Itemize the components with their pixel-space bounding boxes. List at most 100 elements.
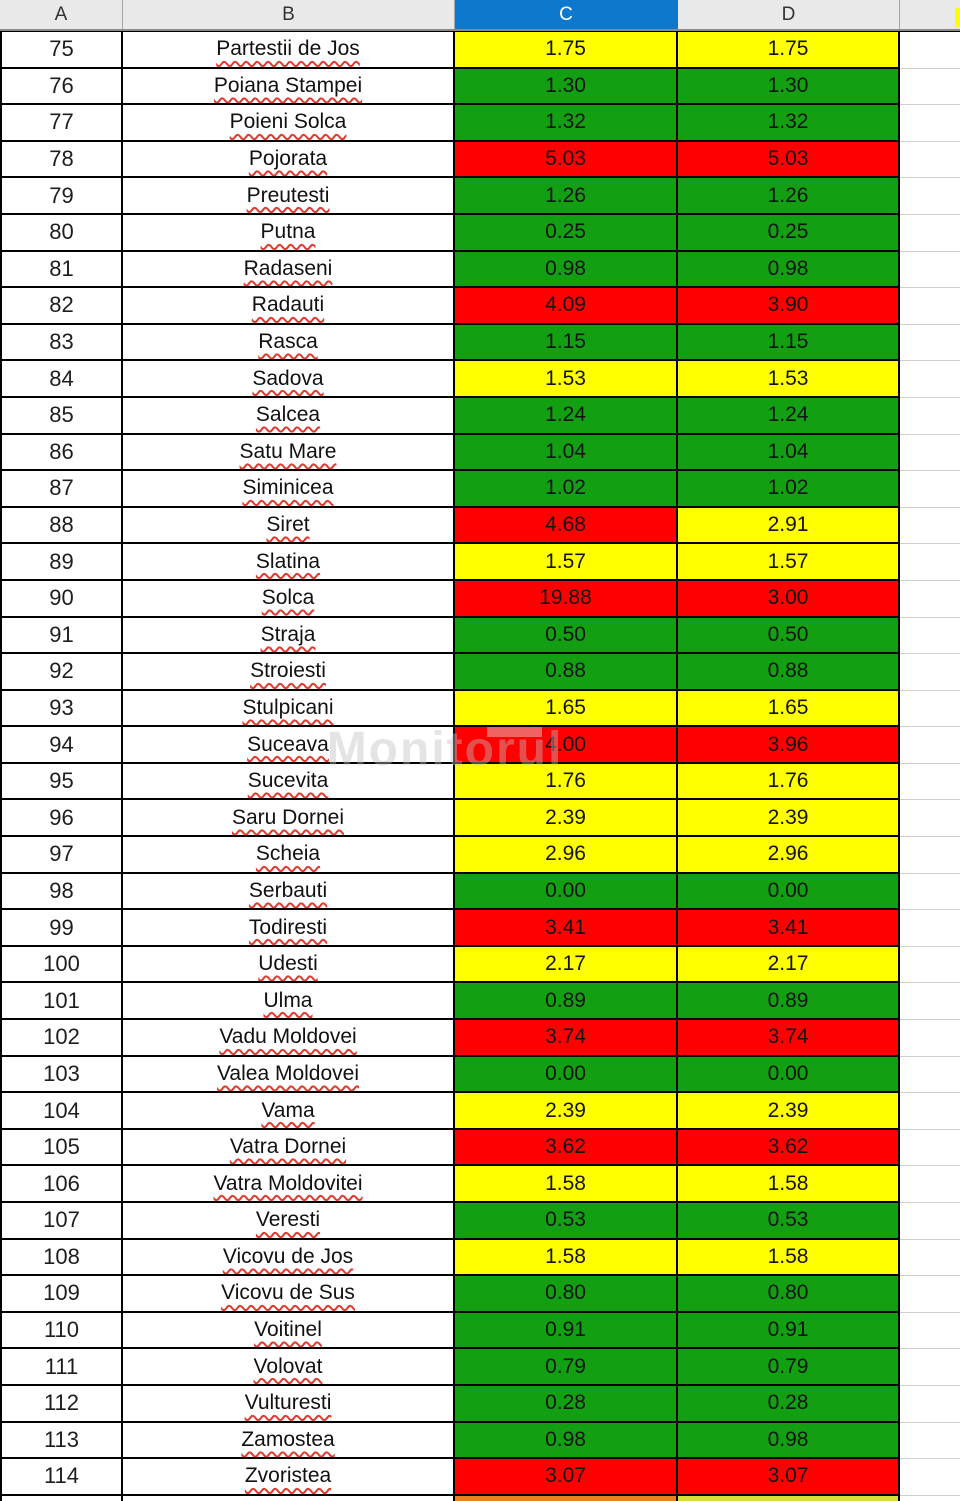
cell-value-c[interactable]: 4.68 [455, 507, 678, 545]
cell-locality-name[interactable]: Vatra Moldovitei [123, 1166, 455, 1203]
cell-value-d[interactable]: 0.79 [678, 1349, 900, 1386]
cell-value-d[interactable]: 1.57 [678, 544, 900, 581]
cell-value-d[interactable]: 1.65 [678, 690, 900, 728]
cell-value-d[interactable]: 3.90 [678, 288, 900, 325]
cell-value-c[interactable]: 0.80 [455, 1276, 678, 1313]
cell-value-c[interactable]: 3.41 [455, 910, 678, 947]
cell-empty-e[interactable] [900, 251, 960, 289]
cell-value-c[interactable]: 0.89 [455, 983, 678, 1021]
cell-row-number[interactable]: 114 [0, 1459, 123, 1496]
cell-value-d[interactable]: 0.28 [678, 1385, 900, 1423]
cell-locality-name[interactable]: Vatra Dornei [123, 1129, 455, 1167]
cell-value-d[interactable]: 1.30 [678, 68, 900, 106]
cell-value-c[interactable]: 4.09 [455, 288, 678, 325]
cell-value-c[interactable]: 1.04 [455, 434, 678, 472]
cell-empty-e[interactable] [900, 178, 960, 215]
cell-value-d[interactable]: 1.24 [678, 397, 900, 435]
cell-row-number[interactable]: 97 [0, 837, 123, 874]
cell-value-d[interactable]: 1.02 [678, 471, 900, 508]
cell-value-d[interactable]: 0.98 [678, 1422, 900, 1460]
cell-empty-e[interactable] [900, 1166, 960, 1203]
cell-row-number[interactable]: 91 [0, 617, 123, 655]
cell-value-d[interactable]: 0.98 [678, 251, 900, 289]
cell-row-number[interactable]: 77 [0, 105, 123, 142]
cell-row-number[interactable]: 106 [0, 1166, 123, 1203]
cell-empty-e[interactable] [900, 1129, 960, 1167]
cell-value-c[interactable]: 1.65 [455, 690, 678, 728]
cell-value-c[interactable]: 1.32 [455, 105, 678, 142]
cell-locality-name[interactable]: Rasca [123, 324, 455, 362]
cell-locality-name[interactable]: Radauti [123, 288, 455, 325]
cell-value-c[interactable]: 0.88 [455, 654, 678, 691]
cell-value-d[interactable]: 1.75 [678, 32, 900, 69]
cell-row-number[interactable]: 82 [0, 288, 123, 325]
cell-value-d[interactable]: 0.25 [678, 214, 900, 252]
cell-row-number[interactable]: 100 [0, 946, 123, 984]
cell-row-number[interactable]: 87 [0, 471, 123, 508]
cell-value-d[interactable]: 3.41 [678, 910, 900, 947]
cell-value-c[interactable]: 1.02 [455, 471, 678, 508]
column-header-d[interactable]: D [678, 0, 900, 29]
cell-row-number[interactable]: 95 [0, 763, 123, 801]
cell-empty-e[interactable] [900, 68, 960, 106]
cell-empty-e[interactable] [900, 946, 960, 984]
cell-locality-name[interactable]: Slatina [123, 544, 455, 581]
cell-empty-e[interactable] [900, 727, 960, 764]
cell-empty-e[interactable] [900, 288, 960, 325]
cell-value-d[interactable]: 3.74 [678, 1020, 900, 1057]
cell-value-d[interactable]: 0.00 [678, 873, 900, 911]
cell-value-d[interactable]: 3.62 [678, 1129, 900, 1167]
column-header-c-selected[interactable]: C [455, 0, 678, 29]
cell-row-number[interactable]: 86 [0, 434, 123, 472]
cell-locality-name[interactable]: Zvoristea [123, 1459, 455, 1496]
cell-value-c[interactable]: 1.58 [455, 1166, 678, 1203]
cell-value-d[interactable]: 2.39 [678, 1093, 900, 1130]
cell-locality-name[interactable]: Stroiesti [123, 654, 455, 691]
cell-value-c[interactable]: 0.50 [455, 617, 678, 655]
cell-locality-name[interactable]: Volovat [123, 1349, 455, 1386]
cell-value-c[interactable]: 1.75 [455, 32, 678, 69]
cell-row-number[interactable]: 103 [0, 1056, 123, 1094]
cell-value-d[interactable]: 1.76 [678, 763, 900, 801]
cell-row-number[interactable]: 94 [0, 727, 123, 764]
cell-value-c[interactable]: 3.74 [455, 1020, 678, 1057]
cell-empty-e[interactable] [900, 1385, 960, 1423]
cell-value-c[interactable]: 3.62 [455, 1129, 678, 1167]
cell-locality-name[interactable]: Ulma [123, 983, 455, 1021]
cell-locality-name[interactable]: Voitinel [123, 1312, 455, 1350]
cell-empty-e[interactable] [900, 837, 960, 874]
cell-row-number[interactable]: 81 [0, 251, 123, 289]
cell-value-d[interactable]: 1.58 [678, 1166, 900, 1203]
cell-value-c[interactable]: 2.39 [455, 1093, 678, 1130]
cell-row-number[interactable]: 108 [0, 1239, 123, 1277]
cell-empty-e[interactable] [900, 800, 960, 838]
cell-locality-name[interactable]: Satu Mare [123, 434, 455, 472]
cell-empty-e[interactable] [900, 361, 960, 398]
cell-locality-name[interactable]: Straja [123, 617, 455, 655]
cell-locality-name[interactable]: Stulpicani [123, 690, 455, 728]
cell-locality-name[interactable]: Serbauti [123, 873, 455, 911]
partial-cell-value-d[interactable] [678, 1495, 900, 1501]
cell-value-d[interactable]: 3.07 [678, 1459, 900, 1496]
cell-empty-e[interactable] [900, 690, 960, 728]
cell-value-d[interactable]: 3.00 [678, 580, 900, 618]
cell-row-number[interactable]: 112 [0, 1385, 123, 1423]
cell-locality-name[interactable]: Radaseni [123, 251, 455, 289]
cell-value-d[interactable]: 1.04 [678, 434, 900, 472]
cell-value-d[interactable]: 5.03 [678, 141, 900, 179]
cell-empty-e[interactable] [900, 1276, 960, 1313]
cell-value-c[interactable]: 19.88 [455, 580, 678, 618]
cell-row-number[interactable]: 85 [0, 397, 123, 435]
cell-value-d[interactable]: 1.26 [678, 178, 900, 215]
cell-empty-e[interactable] [900, 544, 960, 581]
cell-locality-name[interactable]: Saru Dornei [123, 800, 455, 838]
cell-row-number[interactable]: 104 [0, 1093, 123, 1130]
cell-locality-name[interactable]: Scheia [123, 837, 455, 874]
cell-locality-name[interactable]: Zamostea [123, 1422, 455, 1460]
cell-value-c[interactable]: 0.53 [455, 1203, 678, 1240]
cell-row-number[interactable]: 113 [0, 1422, 123, 1460]
cell-locality-name[interactable]: Partestii de Jos [123, 32, 455, 69]
cell-value-c[interactable]: 0.25 [455, 214, 678, 252]
cell-empty-e[interactable] [900, 1056, 960, 1094]
cell-row-number[interactable]: 80 [0, 214, 123, 252]
